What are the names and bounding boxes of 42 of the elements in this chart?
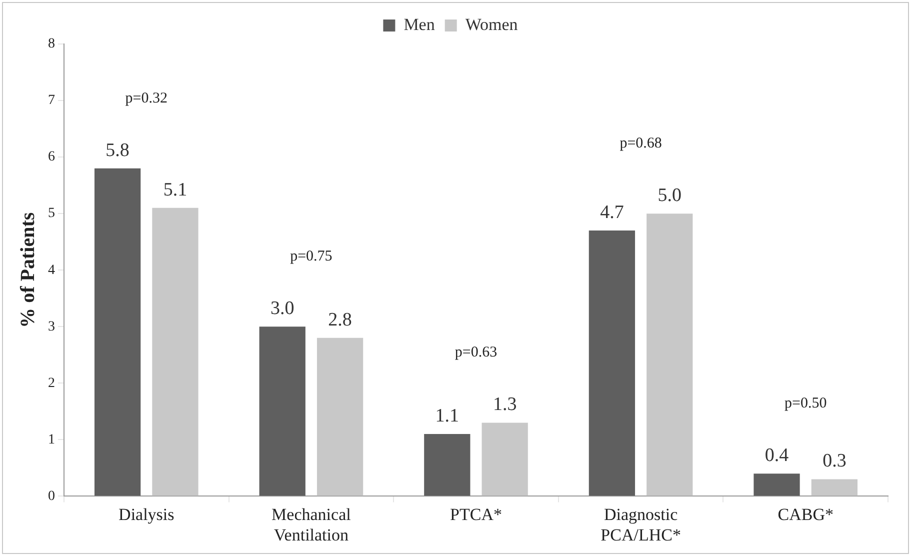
- data-label: 0.3: [822, 450, 846, 472]
- annotation: p=0.50: [784, 396, 827, 412]
- bar: [588, 230, 636, 496]
- y-axis-title: % of Patients: [17, 212, 40, 328]
- x-tick-label: Mechanical Ventilation: [272, 504, 352, 544]
- y-tick-label: 3: [48, 319, 55, 334]
- bar: [259, 326, 306, 496]
- annotation: p=0.63: [454, 344, 498, 361]
- annotation: p=0.32: [125, 90, 168, 106]
- annotation: p=0.75: [290, 248, 332, 265]
- y-tick-label: 4: [48, 262, 55, 278]
- annotation: p=0.68: [620, 136, 662, 152]
- data-label: 5.8: [106, 140, 130, 161]
- data-label: 1.1: [435, 406, 460, 427]
- bar: [152, 208, 198, 496]
- y-tick-label: 7: [48, 93, 55, 108]
- bar: [754, 474, 800, 496]
- data-label: 3.0: [270, 298, 294, 320]
- y-tick-label: 8: [48, 36, 55, 52]
- bar: [316, 338, 364, 496]
- y-tick-label: 2: [48, 376, 55, 391]
- x-tick-label: Dialysis: [118, 504, 174, 524]
- y-tick-label: 1: [48, 432, 55, 448]
- data-label: 4.7: [600, 202, 624, 224]
- y-tick-label: 6: [48, 150, 55, 165]
- data-label: 5.0: [658, 185, 682, 206]
- data-label: 1.3: [492, 394, 517, 416]
- bar: [424, 434, 470, 496]
- x-tick-label: PTCA*: [450, 504, 502, 524]
- bar: [811, 479, 858, 496]
- legend-label: Men: [404, 14, 436, 34]
- legend-label: Women: [465, 14, 518, 34]
- bar: [646, 214, 693, 496]
- y-tick-label: 5: [48, 206, 55, 222]
- data-label: 5.1: [163, 179, 188, 200]
- bar: [482, 422, 528, 496]
- x-tick-label: Diagnostic PCA/LHC*: [600, 504, 681, 544]
- data-label: 2.8: [328, 309, 352, 330]
- x-tick-label: CABG*: [778, 504, 834, 524]
- bar: [94, 168, 141, 496]
- y-tick-label: 0: [48, 488, 55, 504]
- data-label: 0.4: [764, 445, 790, 466]
